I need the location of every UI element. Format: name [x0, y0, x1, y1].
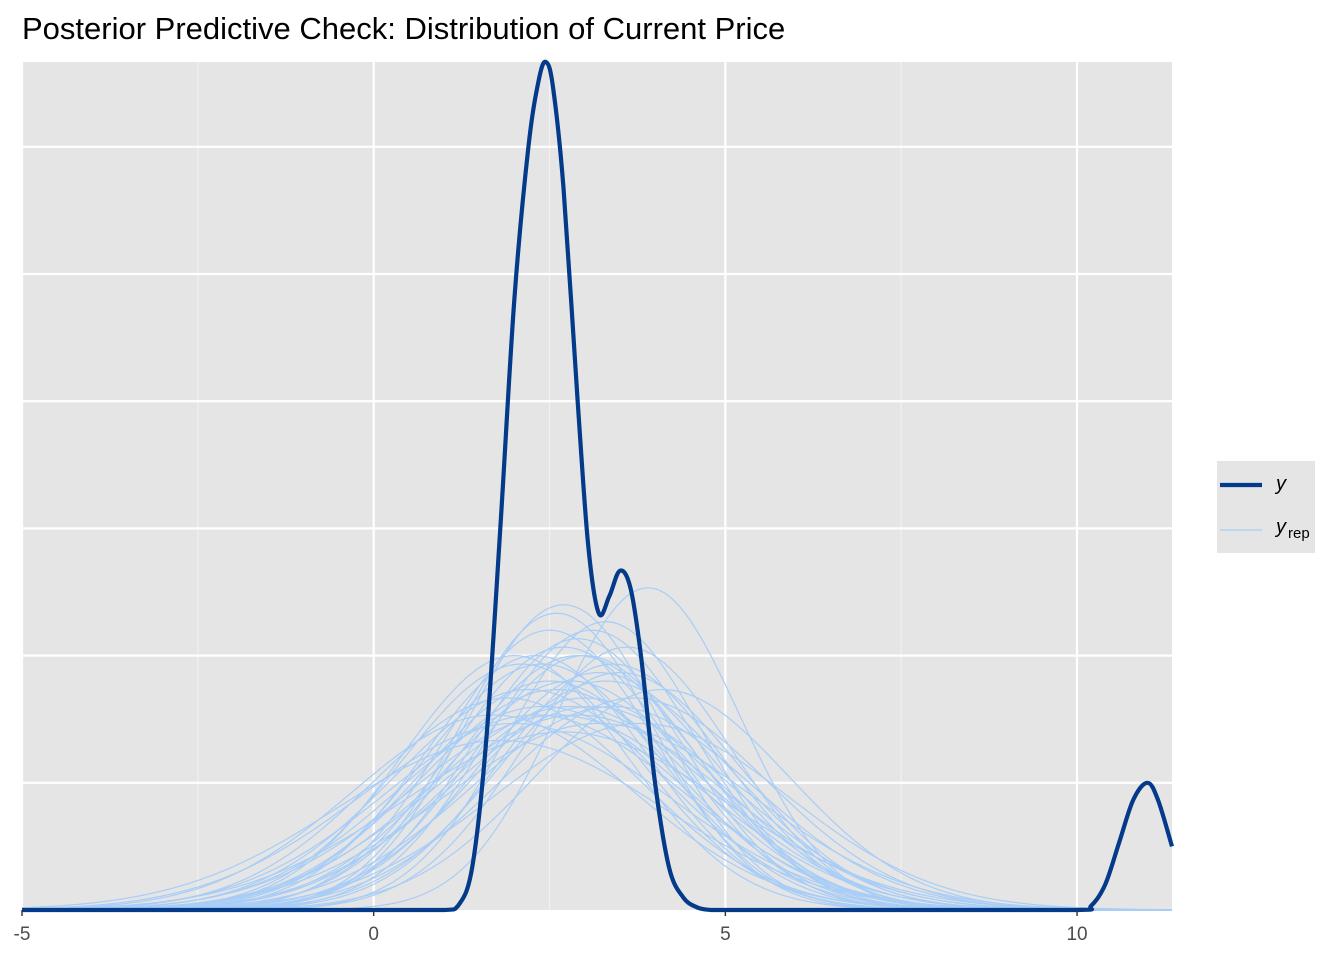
- x-tick-label: -5: [14, 924, 31, 945]
- chart-title: Posterior Predictive Check: Distribution…: [22, 11, 785, 46]
- x-tick-label: 5: [720, 924, 731, 945]
- gridlines-major: [20, 62, 1172, 910]
- yrep-line: [21, 731, 1173, 911]
- legend: yy rep: [1217, 461, 1315, 553]
- legend-label-y: y: [1274, 473, 1287, 495]
- x-tick-label: 0: [368, 924, 379, 945]
- x-tick-label: 10: [1066, 924, 1087, 945]
- yrep-line: [21, 714, 1173, 911]
- legend-background: [1217, 461, 1315, 553]
- x-axis: -5 0 5 10: [14, 910, 1088, 945]
- gridlines-minor: [197, 62, 902, 910]
- yrep-line: [22, 722, 1173, 911]
